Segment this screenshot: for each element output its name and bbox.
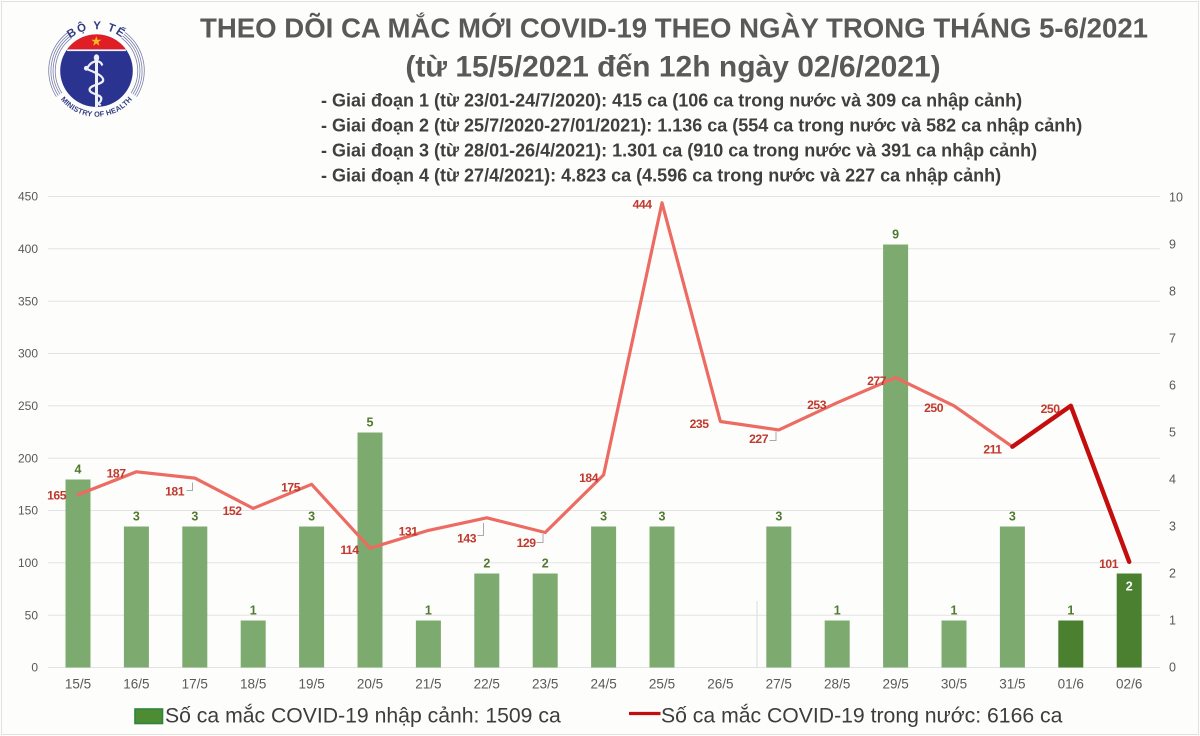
svg-text:4: 4 xyxy=(75,463,82,477)
svg-text:165: 165 xyxy=(47,488,67,502)
svg-text:3: 3 xyxy=(600,510,607,524)
svg-text:211: 211 xyxy=(983,443,1002,457)
svg-text:20/5: 20/5 xyxy=(357,677,383,692)
svg-text:25/5: 25/5 xyxy=(649,677,675,692)
svg-text:3: 3 xyxy=(775,510,782,524)
svg-text:235: 235 xyxy=(690,417,710,431)
svg-text:100: 100 xyxy=(18,556,38,570)
svg-text:Số ca mắc COVID-19 trong nước:: Số ca mắc COVID-19 trong nước: 6166 ca xyxy=(661,703,1063,728)
svg-text:16/5: 16/5 xyxy=(123,677,149,692)
svg-text:- Giai đoạn 2 (từ 25/7/2020-27: - Giai đoạn 2 (từ 25/7/2020-27/01/2021):… xyxy=(321,116,1082,136)
svg-text:27/5: 27/5 xyxy=(766,677,792,692)
svg-text:50: 50 xyxy=(25,608,39,622)
svg-text:3: 3 xyxy=(133,510,140,524)
svg-text:1: 1 xyxy=(1169,614,1176,628)
svg-text:3: 3 xyxy=(308,510,315,524)
svg-text:131: 131 xyxy=(399,525,419,539)
svg-text:5: 5 xyxy=(1169,426,1176,440)
svg-text:0: 0 xyxy=(31,661,38,675)
svg-text:181: 181 xyxy=(165,484,185,498)
svg-text:23/5: 23/5 xyxy=(532,677,558,692)
svg-text:200: 200 xyxy=(18,451,38,465)
svg-text:7: 7 xyxy=(1169,332,1176,346)
svg-text:6: 6 xyxy=(1169,379,1176,393)
svg-text:3: 3 xyxy=(191,510,198,524)
svg-text:4: 4 xyxy=(1169,473,1176,487)
svg-text:- Giai đoạn 3 (từ 28/01-26/4/2: - Giai đoạn 3 (từ 28/01-26/4/2021): 1.30… xyxy=(321,141,1037,161)
svg-text:30/5: 30/5 xyxy=(941,677,967,692)
svg-text:29/5: 29/5 xyxy=(882,677,908,692)
svg-text:02/6: 02/6 xyxy=(1116,677,1142,692)
svg-text:19/5: 19/5 xyxy=(298,677,324,692)
svg-text:0: 0 xyxy=(1169,661,1176,675)
svg-text:26/5: 26/5 xyxy=(707,677,733,692)
svg-text:350: 350 xyxy=(18,294,38,308)
svg-text:300: 300 xyxy=(18,347,38,361)
svg-text:250: 250 xyxy=(1041,402,1061,416)
svg-text:- Giai đoạn 1 (từ 23/01-24/7/2: - Giai đoạn 1 (từ 23/01-24/7/2020): 415 … xyxy=(321,91,1022,111)
svg-text:9: 9 xyxy=(892,228,899,242)
svg-text:21/5: 21/5 xyxy=(415,677,441,692)
svg-text:18/5: 18/5 xyxy=(240,677,266,692)
svg-text:17/5: 17/5 xyxy=(182,677,208,692)
svg-text:450: 450 xyxy=(18,190,38,204)
svg-text:24/5: 24/5 xyxy=(590,677,616,692)
svg-text:31/5: 31/5 xyxy=(999,677,1025,692)
svg-text:1: 1 xyxy=(250,604,257,618)
svg-text:9: 9 xyxy=(1169,238,1176,252)
svg-text:129: 129 xyxy=(517,536,537,550)
svg-text:152: 152 xyxy=(223,504,243,518)
svg-text:(từ 15/5/2021 đến 12h ngày 02/: (từ 15/5/2021 đến 12h ngày 02/6/2021) xyxy=(405,51,940,84)
svg-text:15/5: 15/5 xyxy=(65,677,91,692)
svg-text:22/5: 22/5 xyxy=(474,677,500,692)
svg-text:114: 114 xyxy=(340,543,359,557)
svg-text:175: 175 xyxy=(281,480,301,494)
svg-text:2: 2 xyxy=(1169,567,1176,581)
svg-text:1: 1 xyxy=(834,604,841,618)
svg-text:2: 2 xyxy=(542,557,549,571)
svg-text:3: 3 xyxy=(1009,510,1016,524)
svg-text:187: 187 xyxy=(107,466,127,480)
svg-text:10: 10 xyxy=(1169,191,1183,205)
svg-text:1: 1 xyxy=(951,604,958,618)
svg-text:01/6: 01/6 xyxy=(1058,677,1084,692)
svg-text:2: 2 xyxy=(1126,580,1133,594)
svg-text:101: 101 xyxy=(1099,557,1119,571)
svg-text:1: 1 xyxy=(1067,604,1074,618)
svg-text:253: 253 xyxy=(807,398,827,412)
svg-text:5: 5 xyxy=(367,416,374,430)
svg-text:28/5: 28/5 xyxy=(824,677,850,692)
svg-text:400: 400 xyxy=(18,242,38,256)
svg-text:143: 143 xyxy=(457,532,477,546)
svg-text:Số ca mắc COVID-19 nhập cảnh:: Số ca mắc COVID-19 nhập cảnh: 1509 ca xyxy=(165,703,561,728)
svg-text:3: 3 xyxy=(1169,520,1176,534)
svg-text:277: 277 xyxy=(867,374,887,388)
svg-text:3: 3 xyxy=(659,510,666,524)
svg-text:444: 444 xyxy=(633,198,653,212)
svg-text:THEO DÕI CA MẮC MỚI COVID-19 T: THEO DÕI CA MẮC MỚI COVID-19 THEO NGÀY T… xyxy=(200,13,1148,44)
svg-text:227: 227 xyxy=(749,432,769,446)
svg-text:1: 1 xyxy=(425,604,432,618)
svg-text:- Giai đoạn 4 (từ 27/4/2021):: - Giai đoạn 4 (từ 27/4/2021): 4.823 ca (… xyxy=(321,166,1001,186)
svg-text:250: 250 xyxy=(924,401,944,415)
svg-text:150: 150 xyxy=(18,504,38,518)
svg-text:8: 8 xyxy=(1169,285,1176,299)
svg-text:184: 184 xyxy=(579,471,599,485)
svg-text:250: 250 xyxy=(18,399,38,413)
svg-text:2: 2 xyxy=(483,557,490,571)
